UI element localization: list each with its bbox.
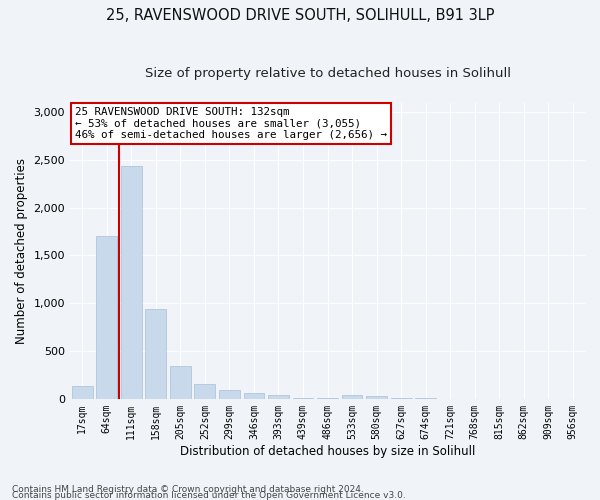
- Bar: [268, 394, 289, 399]
- Title: Size of property relative to detached houses in Solihull: Size of property relative to detached ho…: [145, 68, 511, 80]
- Bar: [170, 366, 191, 399]
- Bar: [219, 390, 240, 399]
- Bar: [121, 166, 142, 399]
- Bar: [145, 309, 166, 399]
- Bar: [366, 396, 387, 399]
- Bar: [194, 384, 215, 399]
- X-axis label: Distribution of detached houses by size in Solihull: Distribution of detached houses by size …: [180, 444, 475, 458]
- Bar: [341, 394, 362, 399]
- Text: 25, RAVENSWOOD DRIVE SOUTH, SOLIHULL, B91 3LP: 25, RAVENSWOOD DRIVE SOUTH, SOLIHULL, B9…: [106, 8, 494, 22]
- Text: Contains HM Land Registry data © Crown copyright and database right 2024.: Contains HM Land Registry data © Crown c…: [12, 484, 364, 494]
- Bar: [244, 392, 265, 399]
- Text: 25 RAVENSWOOD DRIVE SOUTH: 132sqm
← 53% of detached houses are smaller (3,055)
4: 25 RAVENSWOOD DRIVE SOUTH: 132sqm ← 53% …: [75, 107, 387, 140]
- Bar: [97, 236, 117, 399]
- Text: Contains public sector information licensed under the Open Government Licence v3: Contains public sector information licen…: [12, 490, 406, 500]
- Bar: [72, 386, 93, 399]
- Y-axis label: Number of detached properties: Number of detached properties: [15, 158, 28, 344]
